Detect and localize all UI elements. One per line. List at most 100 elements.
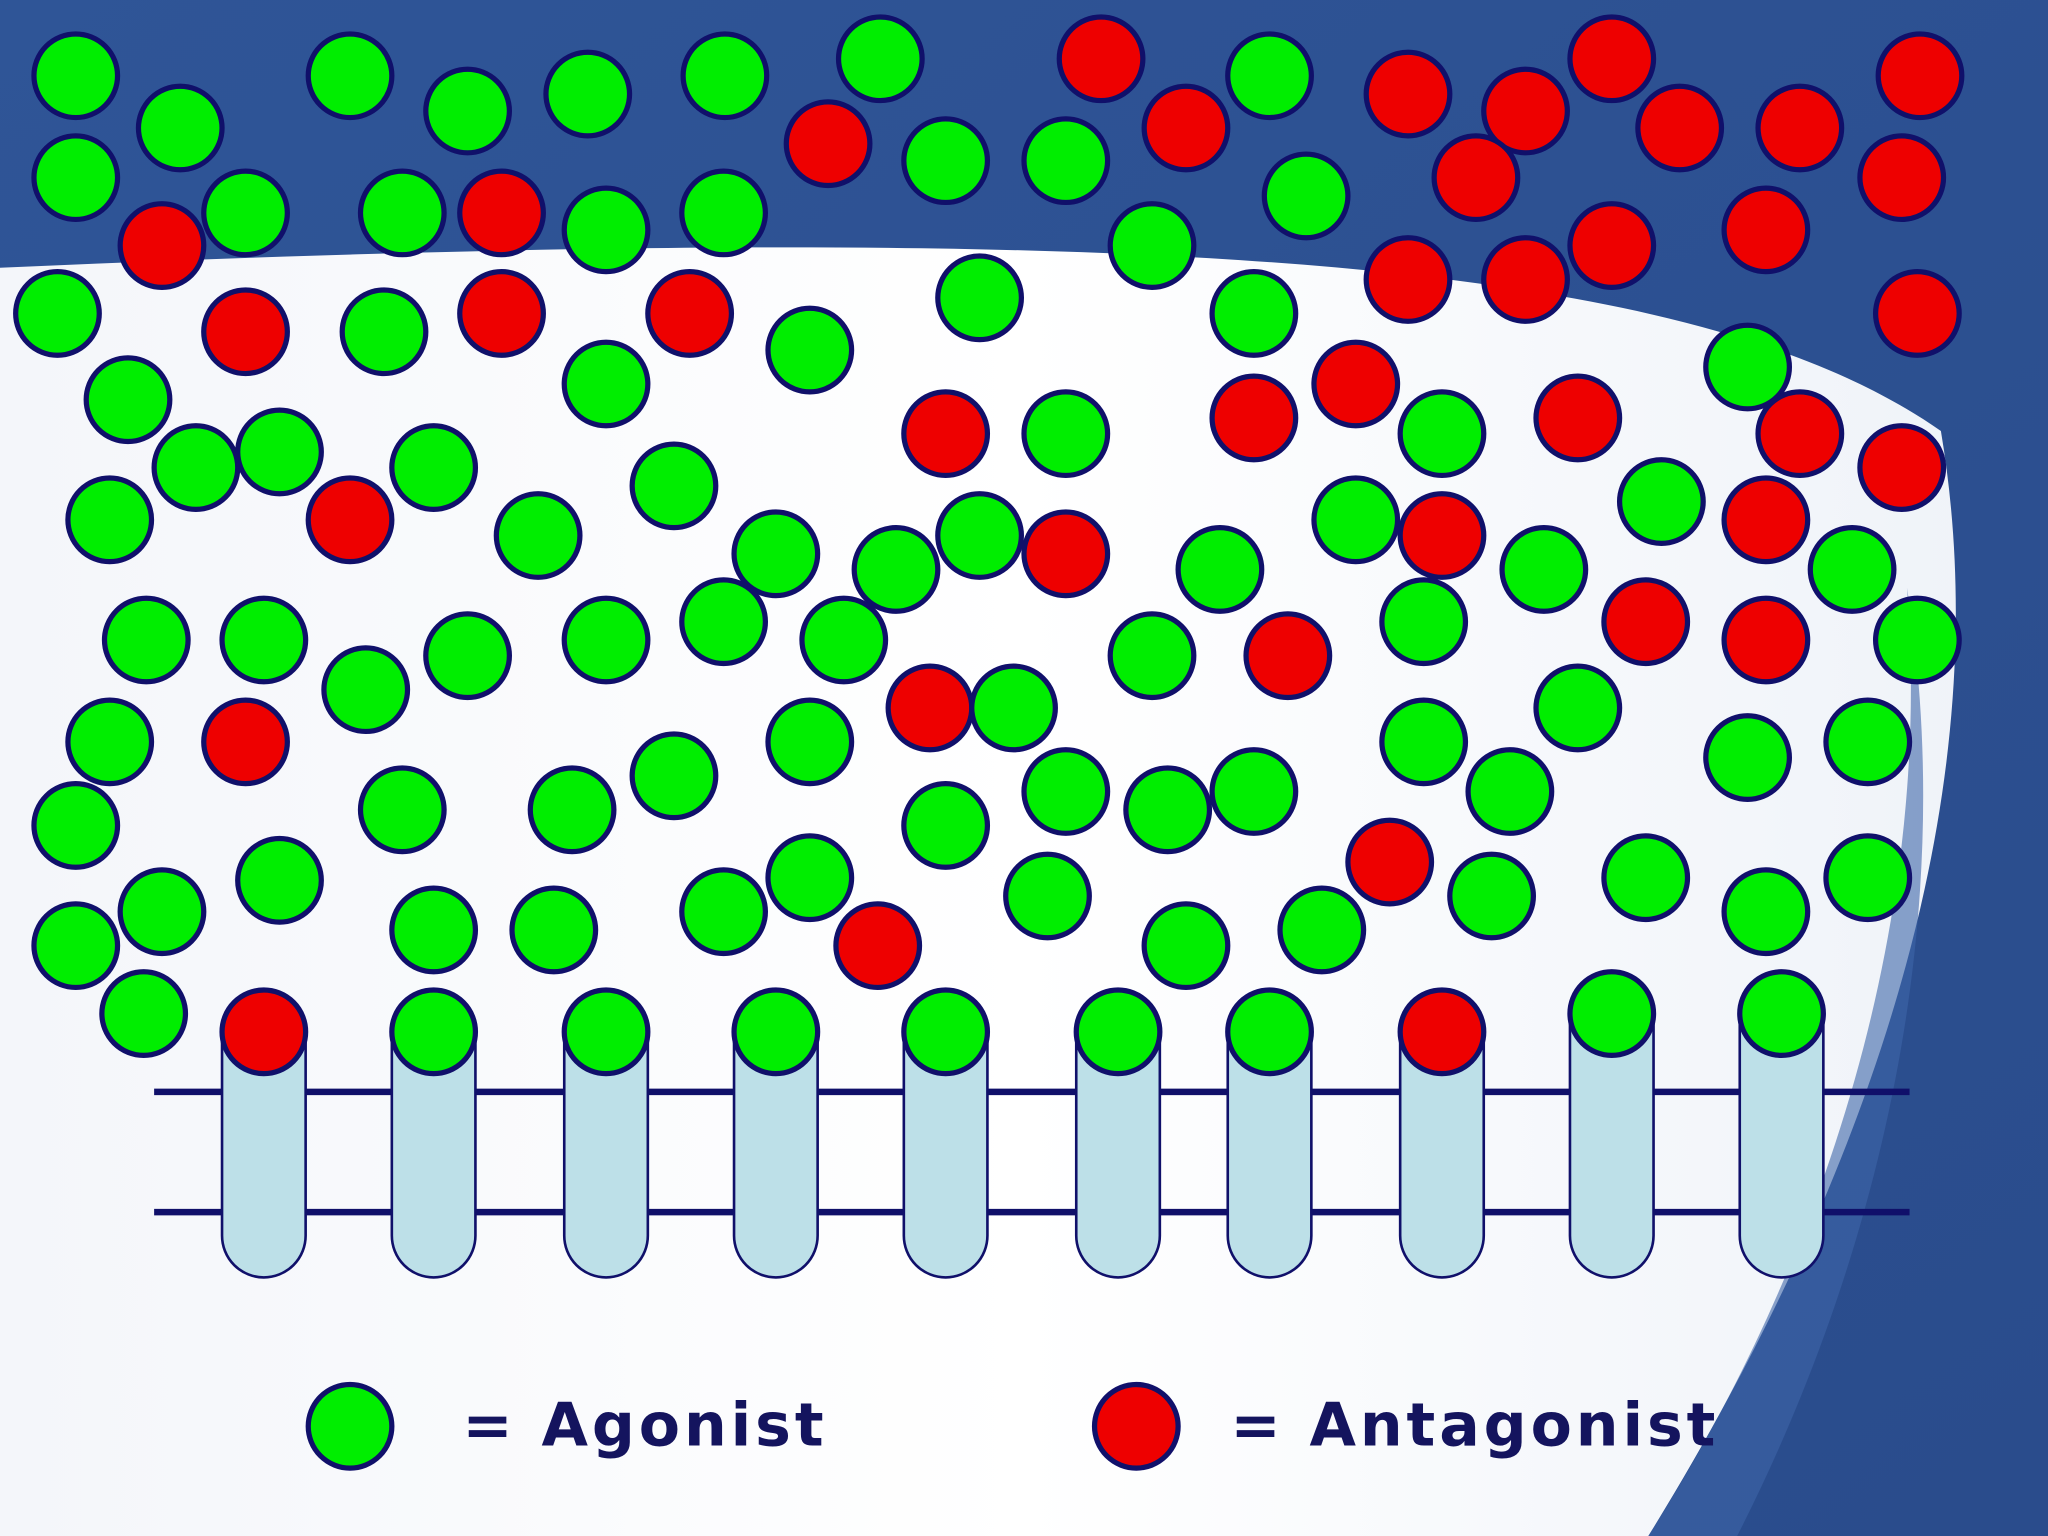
legend: = Agonist = Antagonist <box>305 1381 1715 1471</box>
agonist-molecule <box>1107 611 1197 701</box>
antagonist-molecule <box>1567 201 1657 290</box>
agonist-molecule <box>31 133 121 223</box>
antagonist-molecule <box>1311 339 1401 429</box>
agonist-molecule <box>765 833 855 923</box>
agonist-molecule <box>423 611 512 701</box>
agonist-molecule <box>1872 595 1962 685</box>
agonist-molecule <box>679 577 768 667</box>
antagonist-molecule <box>833 901 923 991</box>
agonist-molecule <box>389 885 479 975</box>
agonist-molecule <box>851 525 941 614</box>
agonist-molecule <box>31 31 121 121</box>
agonist-molecule <box>101 595 191 685</box>
antagonist-molecule <box>1056 14 1146 104</box>
antagonist-molecule <box>117 201 207 290</box>
receptors <box>219 969 1826 1279</box>
agonist-molecule <box>765 305 855 395</box>
agonist-molecule <box>799 595 889 685</box>
antagonist-molecule <box>1872 269 1962 358</box>
antagonist-molecule <box>1567 14 1657 104</box>
agonist-molecule <box>1021 116 1111 206</box>
agonist-molecule <box>901 116 991 206</box>
agonist-molecule <box>629 441 719 531</box>
antagonist-molecule <box>885 663 975 753</box>
bound-agonist <box>1073 987 1163 1077</box>
agonist-molecule <box>321 645 411 735</box>
agonist-molecule <box>1533 663 1623 753</box>
agonist-molecule <box>1807 525 1897 614</box>
agonist-molecule <box>13 269 102 358</box>
agonist-molecule <box>1021 389 1111 479</box>
antagonist-molecule <box>1481 235 1570 324</box>
receptor <box>1568 1012 1655 1279</box>
agonist-molecule <box>135 83 225 173</box>
antagonist-molecule <box>1721 595 1811 685</box>
bound-antagonist <box>1397 987 1487 1077</box>
antagonist-molecule <box>645 269 735 358</box>
agonist-molecule <box>219 595 309 685</box>
agonist-molecule <box>1379 577 1469 667</box>
receptor <box>220 1030 307 1279</box>
antagonist-molecule <box>1363 49 1453 139</box>
agonist-molecule <box>65 475 155 565</box>
legend-antagonist-swatch <box>1091 1381 1181 1471</box>
antagonist-molecule <box>783 99 873 189</box>
antagonist-molecule <box>457 269 546 358</box>
antagonist-molecule <box>1141 83 1231 173</box>
bound-agonist <box>901 987 991 1077</box>
agonist-molecule <box>935 491 1024 580</box>
agonist-molecule <box>31 781 121 870</box>
legend-agonist-label: = Agonist <box>462 1390 827 1460</box>
agonist-molecule <box>1021 747 1111 836</box>
band-highlight <box>1648 587 1924 1536</box>
agonist-molecule <box>1123 765 1213 855</box>
antagonist-molecule <box>1635 83 1725 173</box>
receptor <box>562 1030 650 1279</box>
agonist-molecule <box>1311 475 1401 565</box>
antagonist-molecule <box>1481 66 1570 156</box>
antagonist-molecule <box>1533 373 1623 463</box>
receptor <box>1738 1012 1825 1279</box>
antagonist-molecule <box>201 697 290 787</box>
agonist-molecule <box>493 491 583 580</box>
bound-agonist <box>731 987 821 1077</box>
agonist-molecule <box>83 355 173 445</box>
receptor <box>390 1030 477 1279</box>
agonist-molecule <box>1209 747 1299 836</box>
agonist-molecule <box>1823 833 1913 923</box>
antagonist-molecule <box>1721 185 1811 275</box>
agonist-molecule <box>357 168 447 258</box>
agonist-molecule <box>679 867 768 957</box>
agonist-molecule <box>1003 851 1092 941</box>
antagonist-molecule <box>201 287 290 377</box>
agonist-molecule <box>1225 31 1314 121</box>
agonist-molecule <box>731 509 821 599</box>
agonist-molecule <box>31 901 121 991</box>
agonist-molecule <box>201 168 290 258</box>
agonist-molecule <box>543 49 633 139</box>
agonist-molecule <box>561 339 651 429</box>
agonist-molecule <box>561 595 651 685</box>
antagonist-molecule <box>1857 423 1947 512</box>
receptor <box>1398 1030 1486 1279</box>
agonist-molecule <box>1823 697 1913 787</box>
agonist-molecule <box>1397 389 1487 479</box>
bound-agonist <box>561 987 651 1077</box>
agonist-molecule <box>509 885 599 975</box>
agonist-molecule <box>835 14 925 104</box>
antagonist-molecule <box>1209 373 1299 463</box>
antagonist-molecule <box>457 168 546 258</box>
agonist-molecule <box>901 781 991 870</box>
agonist-molecule <box>679 168 768 258</box>
agonist-molecule <box>1261 151 1351 241</box>
agonist-molecule <box>1379 697 1469 787</box>
antagonist-molecule <box>1755 83 1845 173</box>
agonist-molecule <box>65 697 155 787</box>
antagonist-molecule <box>305 475 395 565</box>
agonist-molecule <box>969 663 1058 753</box>
antagonist-molecule <box>901 389 991 479</box>
agonist-molecule <box>629 731 719 821</box>
bound-agonist <box>389 987 479 1077</box>
antagonist-molecule <box>1857 133 1947 223</box>
